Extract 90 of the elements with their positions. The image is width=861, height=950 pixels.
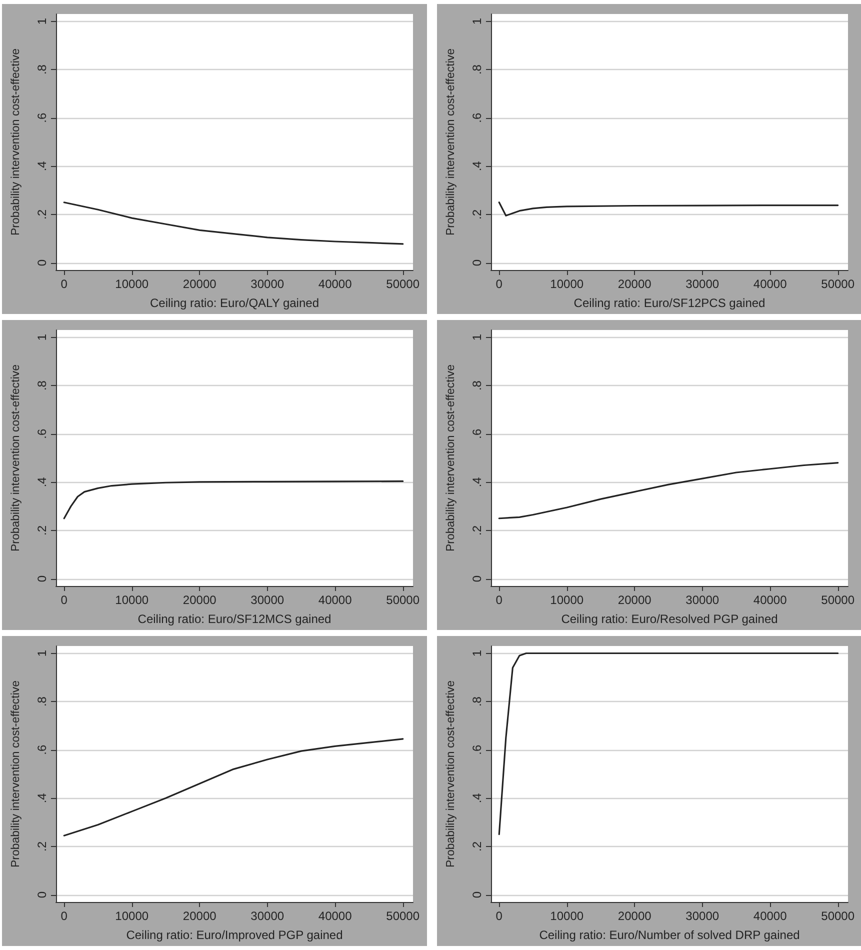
y-tick-label: .4 — [470, 792, 484, 804]
y-tick-label: 1 — [470, 18, 484, 25]
x-tick-label: 30000 — [686, 277, 720, 291]
y-axis-title: Probability intervention cost-effective — [10, 680, 22, 868]
x-tick-label: 10000 — [115, 593, 149, 607]
x-tick-label: 50000 — [386, 277, 420, 291]
y-tick-label: .2 — [35, 525, 49, 536]
x-tick-label: 20000 — [618, 593, 652, 607]
x-tick-label: 50000 — [386, 593, 420, 607]
line-series — [63, 738, 404, 836]
line-series — [498, 462, 839, 520]
line-series — [498, 202, 839, 216]
y-tick-label: .6 — [35, 428, 49, 439]
y-tick-label: .8 — [470, 380, 484, 391]
x-tick-label: 0 — [60, 909, 68, 923]
x-tick-label: 10000 — [115, 277, 149, 291]
y-tick-label: 0 — [35, 891, 49, 898]
x-tick-label: 40000 — [318, 593, 352, 607]
x-tick-label: 10000 — [550, 277, 584, 291]
y-tick-label: .4 — [35, 160, 49, 172]
x-axis-title: Ceiling ratio: Euro/QALY gained — [150, 296, 319, 310]
x-tick-label: 30000 — [250, 277, 284, 291]
y-tick-label: .8 — [35, 380, 49, 391]
x-tick-label: 0 — [496, 277, 503, 291]
x-tick-label: 20000 — [182, 909, 217, 923]
x-tick-label: 40000 — [753, 909, 788, 923]
x-axis-title: Ceiling ratio: Euro/Resolved PGP gained — [561, 612, 778, 626]
y-axis-title: Probability intervention cost-effective — [445, 48, 457, 236]
x-tick-label: 30000 — [686, 593, 720, 607]
line-series — [63, 202, 404, 245]
y-tick-label: .6 — [35, 744, 49, 755]
y-tick-label: .2 — [470, 841, 484, 852]
x-axis-title: Ceiling ratio: Euro/SF12PCS gained — [574, 296, 766, 310]
x-tick-label: 30000 — [250, 593, 284, 607]
y-tick-label: 1 — [470, 650, 484, 657]
x-tick-label: 30000 — [250, 909, 284, 923]
x-tick-label: 40000 — [753, 277, 788, 291]
x-tick-label: 20000 — [618, 909, 652, 923]
y-tick-label: .8 — [35, 696, 49, 707]
y-tick-label: .2 — [35, 841, 49, 852]
x-tick-label: 40000 — [753, 593, 788, 607]
x-tick-label: 50000 — [386, 909, 420, 923]
x-tick-label: 10000 — [115, 909, 149, 923]
x-tick-label: 40000 — [318, 909, 352, 923]
y-tick-label: .6 — [35, 112, 49, 123]
x-tick-label: 50000 — [821, 593, 855, 607]
y-tick-label: 0 — [470, 259, 484, 266]
y-tick-label: .2 — [470, 209, 484, 220]
y-tick-label: 1 — [35, 650, 49, 657]
y-tick-label: 1 — [35, 334, 49, 341]
line-series — [498, 652, 839, 836]
y-tick-label: .4 — [35, 476, 49, 488]
y-tick-label: .4 — [35, 792, 49, 804]
x-tick-label: 0 — [496, 909, 503, 923]
y-tick-label: .6 — [470, 112, 484, 123]
y-tick-label: .8 — [470, 696, 484, 707]
x-tick-label: 40000 — [318, 277, 352, 291]
y-axis-title: Probability intervention cost-effective — [445, 364, 457, 552]
x-tick-label: 10000 — [550, 909, 584, 923]
x-tick-label: 20000 — [182, 277, 217, 291]
x-tick-label: 50000 — [821, 277, 855, 291]
y-tick-label: .4 — [470, 160, 484, 172]
y-tick-label: .8 — [35, 64, 49, 75]
x-axis-title: Ceiling ratio: Euro/SF12MCS gained — [138, 612, 332, 626]
y-tick-label: .4 — [470, 476, 484, 488]
y-axis-title: Probability intervention cost-effective — [10, 48, 22, 236]
y-tick-label: 0 — [35, 259, 49, 266]
x-axis-title: Ceiling ratio: Euro/Number of solved DRP gained — [539, 928, 800, 942]
x-tick-label: 0 — [60, 593, 68, 607]
y-tick-label: 0 — [470, 575, 484, 582]
x-tick-label: 50000 — [821, 909, 855, 923]
x-tick-label: 20000 — [182, 593, 217, 607]
x-tick-label: 30000 — [686, 909, 720, 923]
x-axis-title: Ceiling ratio: Euro/Improved PGP gained — [126, 928, 343, 942]
y-axis-title: Probability intervention cost-effective — [445, 680, 457, 868]
x-tick-label: 10000 — [550, 593, 584, 607]
y-tick-label: 1 — [470, 334, 484, 341]
x-tick-label: 20000 — [618, 277, 652, 291]
y-tick-label: 0 — [470, 891, 484, 898]
line-series — [63, 480, 404, 520]
y-tick-label: .2 — [470, 525, 484, 536]
y-tick-label: .8 — [470, 64, 484, 75]
x-tick-label: 0 — [60, 277, 68, 291]
y-tick-label: .2 — [35, 209, 49, 220]
y-tick-label: 1 — [35, 18, 49, 25]
y-axis-title: Probability intervention cost-effective — [10, 364, 22, 552]
y-tick-label: .6 — [470, 428, 484, 439]
x-tick-label: 0 — [496, 593, 503, 607]
y-tick-label: .6 — [470, 744, 484, 755]
y-tick-label: 0 — [35, 575, 49, 582]
